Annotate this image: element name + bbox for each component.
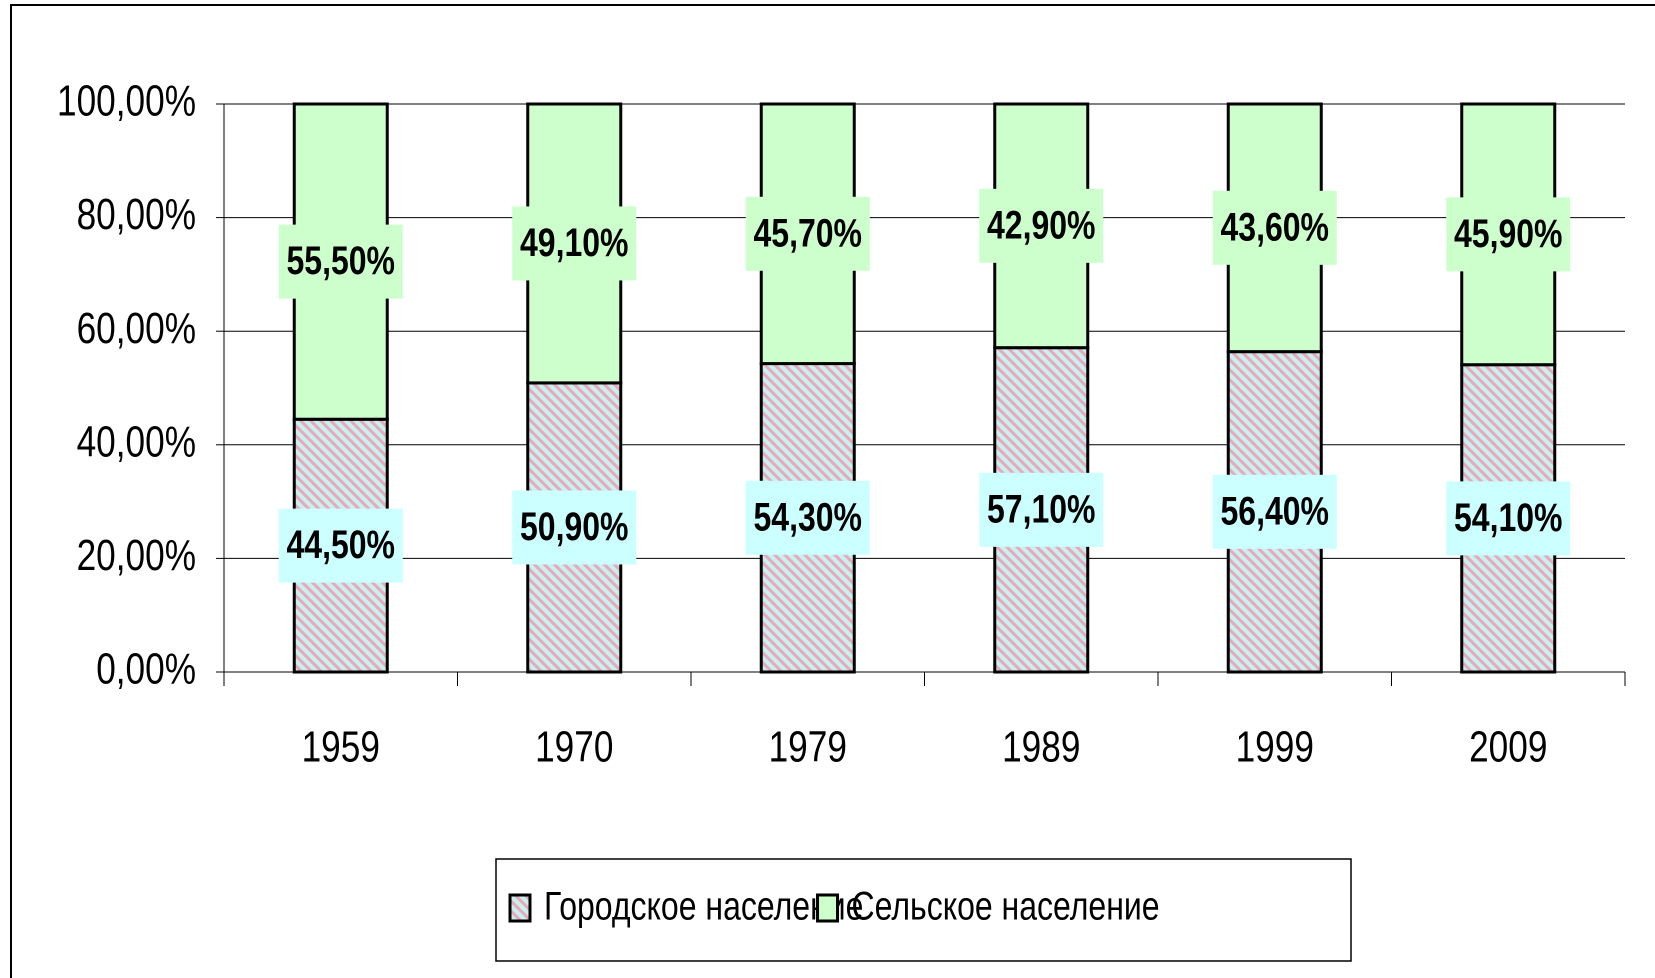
value-label-bg [979, 188, 1104, 263]
value-label-bg [278, 224, 403, 299]
value-label: 55,50% [286, 239, 395, 283]
y-tick-label: 100,00% [57, 77, 196, 126]
value-label: 50,90% [520, 505, 629, 549]
legend-label: Городское население [544, 885, 863, 929]
y-tick-label: 40,00% [77, 417, 196, 466]
legend-box [495, 858, 1352, 962]
value-label-bg [278, 508, 403, 583]
legend-swatch [816, 893, 840, 923]
chart-border [10, 4, 1655, 978]
y-tick-label: 20,00% [77, 531, 196, 580]
x-tick-label: 1970 [535, 723, 613, 772]
x-tick-label: 1979 [769, 723, 847, 772]
value-label-bg [1212, 190, 1337, 265]
y-tick-label: 80,00% [77, 190, 196, 239]
x-tick-label: 1989 [1002, 723, 1080, 772]
x-tick-label: 1959 [302, 723, 380, 772]
value-label: 56,40% [1220, 489, 1329, 533]
value-label: 43,60% [1220, 205, 1329, 249]
value-label: 45,90% [1454, 212, 1563, 256]
legend-label: Сельское население [852, 885, 1160, 929]
value-label-bg [745, 196, 870, 271]
value-label-bg [979, 472, 1104, 547]
value-label-bg [1212, 474, 1337, 549]
value-label-bg [745, 480, 870, 555]
value-label: 54,30% [753, 495, 862, 539]
legend-swatch [508, 893, 532, 923]
x-tick-label: 2009 [1469, 723, 1547, 772]
value-label: 49,10% [520, 221, 629, 265]
value-label-bg [512, 206, 637, 281]
x-tick-label: 1999 [1236, 723, 1314, 772]
y-tick-label: 0,00% [96, 645, 196, 694]
value-label: 57,10% [987, 487, 1096, 531]
value-label: 45,70% [753, 211, 862, 255]
value-label-bg [1446, 481, 1571, 556]
value-label: 54,10% [1454, 496, 1563, 540]
value-label-bg [1446, 197, 1571, 272]
value-label: 42,90% [987, 203, 1096, 247]
y-tick-label: 60,00% [77, 304, 196, 353]
value-label-bg [512, 490, 637, 565]
value-label: 44,50% [286, 523, 395, 567]
